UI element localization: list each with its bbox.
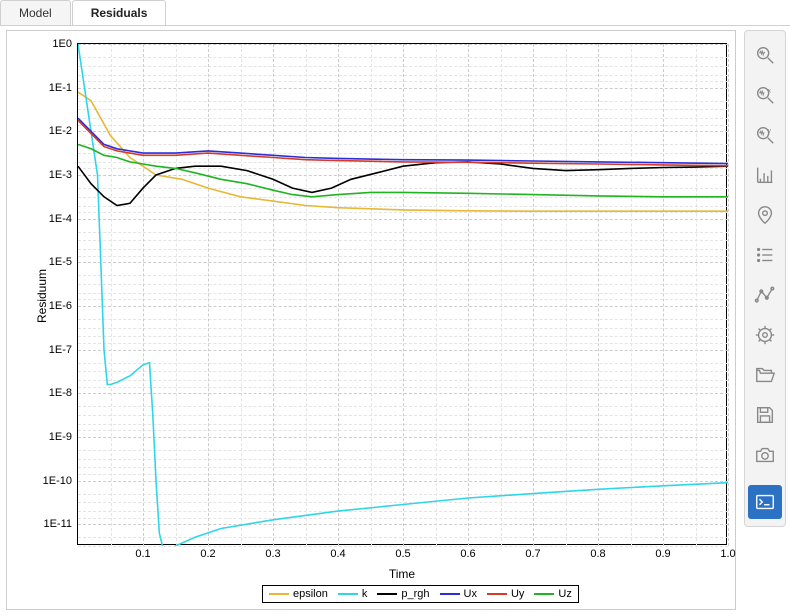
camera-icon — [754, 444, 776, 466]
series-svg — [78, 44, 728, 546]
xtick-label: 0.2 — [200, 548, 215, 560]
series-k — [78, 44, 728, 546]
plot-area[interactable]: 1E01E-11E-21E-31E-41E-51E-61E-71E-81E-91… — [77, 43, 727, 545]
axes-icon — [754, 164, 776, 186]
legend-swatch — [534, 593, 554, 595]
curves-button[interactable] — [748, 278, 782, 312]
xtick-label: 0.6 — [460, 548, 475, 560]
xtick-label: 0.5 — [395, 548, 410, 560]
legend-swatch — [487, 593, 507, 595]
chart-toolbar: x y — [744, 30, 786, 527]
ytick-label: 1E0 — [52, 38, 72, 50]
zoom-x-button[interactable]: x — [748, 78, 782, 112]
zoom-y-icon: y — [754, 124, 776, 146]
ytick-label: 1E-10 — [43, 475, 72, 487]
legend-item-k: k — [338, 588, 368, 600]
curve-icon — [754, 284, 776, 306]
ytick-label: 1E-3 — [49, 169, 72, 181]
legend-label: Ux — [464, 588, 477, 600]
series-Uz — [78, 144, 728, 196]
tab-residuals[interactable]: Residuals — [72, 0, 167, 25]
zoom-y-button[interactable]: y — [748, 118, 782, 152]
tab-model[interactable]: Model — [0, 0, 71, 25]
legend-label: p_rgh — [401, 588, 429, 600]
gear-icon — [754, 324, 776, 346]
series-epsilon — [78, 92, 728, 211]
settings-button[interactable] — [748, 318, 782, 352]
legend-button[interactable] — [748, 238, 782, 272]
xtick-label: 1.0 — [720, 548, 735, 560]
terminal-button[interactable] — [748, 485, 782, 519]
legend-label: k — [362, 588, 368, 600]
legend-label: Uy — [511, 588, 524, 600]
list-icon — [754, 244, 776, 266]
zoom-button[interactable] — [748, 38, 782, 72]
zoom-x-icon: x — [754, 84, 776, 106]
folder-open-icon — [754, 364, 776, 386]
legend-swatch — [377, 593, 397, 595]
xtick-label: 0.9 — [655, 548, 670, 560]
tabs-bar: Model Residuals — [0, 0, 790, 26]
svg-text:y: y — [768, 127, 772, 134]
xtick-label: 0.8 — [590, 548, 605, 560]
legend-swatch — [440, 593, 460, 595]
xtick-label: 0.4 — [330, 548, 345, 560]
axes-button[interactable] — [748, 158, 782, 192]
ytick-label: 1E-6 — [49, 300, 72, 312]
snapshot-button[interactable] — [748, 438, 782, 472]
terminal-icon — [754, 491, 776, 513]
legend-swatch — [269, 593, 289, 595]
ytick-label: 1E-5 — [49, 256, 72, 268]
x-axis-label: Time — [389, 567, 415, 581]
zoom-icon — [754, 44, 776, 66]
legend-label: epsilon — [293, 588, 328, 600]
legend-item-Ux: Ux — [440, 588, 477, 600]
pick-point-button[interactable] — [748, 198, 782, 232]
series-Ux — [78, 118, 728, 163]
legend-item-epsilon: epsilon — [269, 588, 328, 600]
ytick-label: 1E-11 — [43, 518, 72, 530]
ytick-label: 1E-8 — [49, 387, 72, 399]
xtick-label: 0.7 — [525, 548, 540, 560]
save-icon — [754, 404, 776, 426]
ytick-label: 1E-2 — [49, 125, 72, 137]
location-icon — [754, 204, 776, 226]
legend-item-p_rgh: p_rgh — [377, 588, 429, 600]
xtick-label: 0.3 — [265, 548, 280, 560]
legend-item-Uz: Uz — [534, 588, 571, 600]
ytick-label: 1E-9 — [49, 431, 72, 443]
open-button[interactable] — [748, 358, 782, 392]
legend-item-Uy: Uy — [487, 588, 524, 600]
svg-text:x: x — [768, 87, 772, 94]
ytick-label: 1E-1 — [49, 82, 72, 94]
legend-swatch — [338, 593, 358, 595]
y-axis-label: Residuum — [35, 269, 49, 323]
legend: epsilon k p_rgh Ux Uy Uz — [262, 585, 579, 603]
xtick-label: 0.1 — [135, 548, 150, 560]
ytick-label: 1E-7 — [49, 344, 72, 356]
save-button[interactable] — [748, 398, 782, 432]
chart-panel: 1E0 1E-1 1E-2 1E-3 1E-4 1E-5 1E-6 1E-7 1E-8 1E-9 1… — [6, 30, 736, 610]
legend-label: Uz — [558, 588, 571, 600]
ytick-label: 1E-4 — [49, 213, 72, 225]
